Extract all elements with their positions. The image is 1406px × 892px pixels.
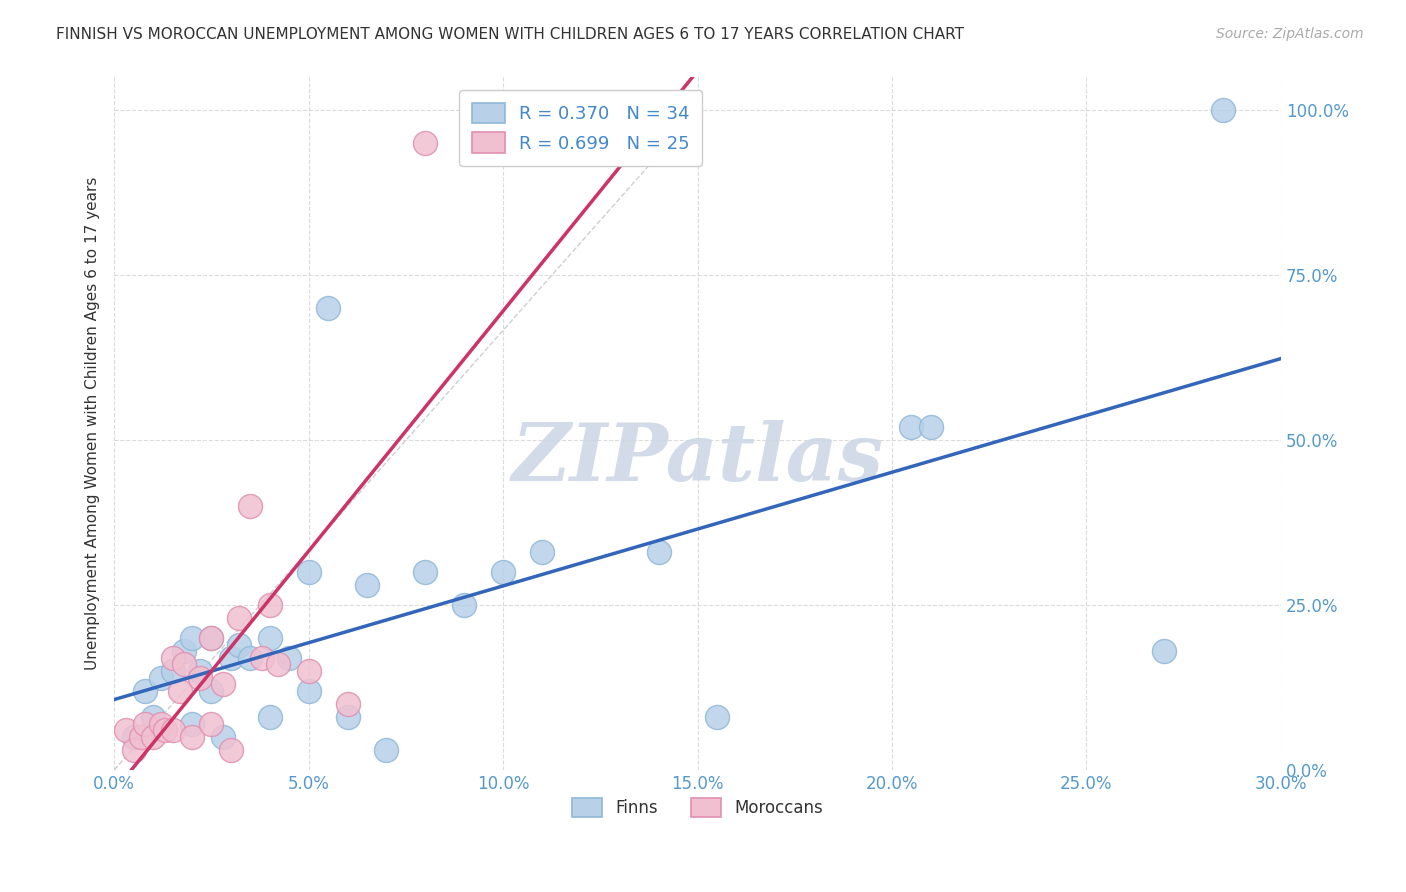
Point — [142, 710, 165, 724]
Point — [153, 723, 176, 738]
Point — [181, 716, 204, 731]
Y-axis label: Unemployment Among Women with Children Ages 6 to 17 years: Unemployment Among Women with Children A… — [86, 177, 100, 671]
Point — [298, 565, 321, 579]
Point — [266, 657, 288, 672]
Legend: Finns, Moroccans: Finns, Moroccans — [565, 791, 830, 824]
Point — [142, 730, 165, 744]
Point — [228, 638, 250, 652]
Point — [415, 136, 437, 151]
Point — [228, 611, 250, 625]
Point — [162, 651, 184, 665]
Point — [239, 499, 262, 513]
Point — [212, 677, 235, 691]
Point — [492, 565, 515, 579]
Point — [530, 545, 553, 559]
Point — [239, 651, 262, 665]
Point — [181, 631, 204, 645]
Point — [415, 565, 437, 579]
Point — [188, 664, 211, 678]
Point — [162, 723, 184, 738]
Point — [250, 651, 273, 665]
Point — [173, 644, 195, 658]
Text: FINNISH VS MOROCCAN UNEMPLOYMENT AMONG WOMEN WITH CHILDREN AGES 6 TO 17 YEARS CO: FINNISH VS MOROCCAN UNEMPLOYMENT AMONG W… — [56, 27, 965, 42]
Point — [181, 730, 204, 744]
Point — [200, 716, 222, 731]
Point — [219, 651, 242, 665]
Point — [115, 723, 138, 738]
Point — [920, 420, 942, 434]
Point — [149, 671, 172, 685]
Point — [188, 671, 211, 685]
Point — [200, 683, 222, 698]
Point — [259, 598, 281, 612]
Point — [298, 664, 321, 678]
Point — [134, 716, 156, 731]
Point — [259, 710, 281, 724]
Point — [316, 301, 339, 316]
Point — [1153, 644, 1175, 658]
Point — [200, 631, 222, 645]
Point — [278, 651, 301, 665]
Point — [162, 664, 184, 678]
Point — [122, 743, 145, 757]
Point — [453, 598, 475, 612]
Point — [336, 697, 359, 711]
Point — [219, 743, 242, 757]
Point — [259, 631, 281, 645]
Point — [298, 683, 321, 698]
Point — [173, 657, 195, 672]
Point — [134, 683, 156, 698]
Point — [149, 716, 172, 731]
Point — [200, 631, 222, 645]
Point — [212, 730, 235, 744]
Point — [900, 420, 922, 434]
Point — [122, 730, 145, 744]
Point — [1212, 103, 1234, 118]
Point — [336, 710, 359, 724]
Point — [706, 710, 728, 724]
Point — [169, 683, 191, 698]
Text: ZIPatlas: ZIPatlas — [512, 419, 883, 497]
Point — [647, 545, 669, 559]
Point — [356, 578, 378, 592]
Point — [131, 730, 153, 744]
Point — [375, 743, 398, 757]
Text: Source: ZipAtlas.com: Source: ZipAtlas.com — [1216, 27, 1364, 41]
